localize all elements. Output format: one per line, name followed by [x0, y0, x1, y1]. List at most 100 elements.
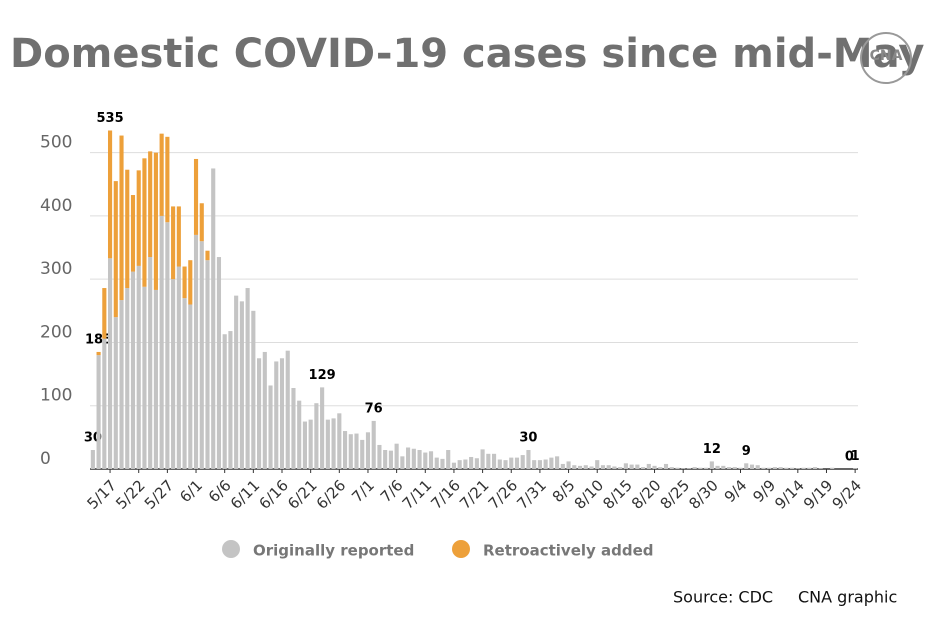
- bar-segment: [830, 467, 835, 469]
- bar-segment: [778, 467, 783, 469]
- bar-segment: [337, 413, 342, 469]
- bar-segment: [193, 158, 199, 235]
- logo-text: CNA: [870, 48, 903, 64]
- bar-segment: [572, 465, 577, 469]
- bar-segment: [239, 301, 244, 469]
- bar-segment: [257, 358, 262, 469]
- chart-title: Domestic COVID-19 cases since mid-May: [10, 31, 924, 77]
- bar-segment: [675, 467, 680, 469]
- bar-segment: [440, 458, 445, 469]
- bar-segment: [136, 170, 141, 266]
- bar-segment: [767, 467, 772, 469]
- bar-segment: [394, 443, 399, 469]
- bar-segment: [291, 388, 296, 469]
- bar-segment: [222, 334, 227, 469]
- bar-segment: [566, 461, 571, 469]
- bar-segment: [90, 450, 95, 469]
- bar-segment: [297, 400, 302, 469]
- bar-segment: [262, 351, 267, 469]
- bar-segment: [457, 460, 462, 469]
- bar-segment: [681, 468, 686, 469]
- bar-segment: [113, 317, 118, 469]
- bar-segment: [583, 465, 588, 469]
- bar-segment: [211, 168, 216, 470]
- bar-segment: [176, 266, 181, 469]
- bar-segment: [388, 450, 393, 469]
- data-label: 76: [365, 401, 383, 416]
- bar-segment: [331, 418, 336, 469]
- bar-segment: [279, 358, 285, 469]
- bar-segment: [199, 241, 204, 469]
- bar-segment: [801, 467, 806, 469]
- bar-segment: [96, 351, 101, 356]
- bar-segment: [216, 257, 222, 469]
- bar-segment: [102, 288, 107, 339]
- bar-segment: [537, 460, 542, 469]
- bar-segment: [721, 465, 726, 469]
- y-tick-label: 200: [40, 322, 72, 342]
- bar-segment: [205, 250, 210, 261]
- bar-segment: [125, 169, 130, 289]
- bar-segment: [107, 130, 113, 259]
- data-label: 129: [309, 368, 336, 383]
- bar-segment: [560, 463, 565, 469]
- bar-segment: [618, 467, 623, 469]
- bar-segment: [612, 466, 617, 469]
- bar-segment: [818, 468, 823, 469]
- bar-segment: [188, 304, 193, 469]
- bar-segment: [377, 444, 382, 469]
- bar-segment: [159, 215, 164, 469]
- y-tick-label: 400: [40, 196, 72, 216]
- data-label: 1: [851, 449, 860, 464]
- bar-segment: [503, 460, 508, 469]
- bar-segment: [165, 136, 170, 223]
- bar-segment: [182, 298, 187, 469]
- bar-segment: [130, 271, 136, 469]
- bar-segment: [795, 468, 800, 469]
- bar-segment: [383, 450, 388, 469]
- bar-segment: [589, 466, 594, 469]
- bar-segment: [772, 467, 777, 469]
- bar-segment: [600, 465, 606, 469]
- bar-segment: [119, 300, 124, 469]
- bar-segment: [658, 467, 663, 469]
- bar-segment: [107, 258, 113, 469]
- bar-segment: [509, 457, 514, 469]
- bar-segment: [749, 464, 755, 469]
- bar-segment: [434, 457, 439, 469]
- bar-segment: [784, 467, 789, 469]
- bar-segment: [532, 460, 537, 469]
- bar-segment: [148, 151, 153, 258]
- bar-segment: [371, 420, 376, 469]
- bar-segment: [148, 257, 153, 469]
- bar-segment: [709, 461, 714, 469]
- y-tick-label: 100: [40, 386, 72, 406]
- bar-segment: [325, 419, 330, 469]
- bar-segment: [744, 463, 749, 469]
- bar-segment: [314, 403, 319, 469]
- bar-segment: [755, 465, 760, 469]
- bar-segment: [274, 361, 279, 469]
- bar-segment: [761, 467, 766, 469]
- bar-segment: [692, 467, 697, 469]
- bar-segment: [812, 467, 818, 469]
- bar-segment: [342, 431, 348, 469]
- data-label: 535: [96, 111, 123, 126]
- bar-segment: [514, 457, 520, 469]
- bar-segment: [423, 452, 428, 469]
- bar-segment: [354, 433, 359, 469]
- data-label: 30: [519, 431, 537, 446]
- bar-segment: [652, 465, 657, 469]
- bar-segment: [629, 464, 634, 469]
- bar-segment: [171, 206, 176, 280]
- legend-marker: [222, 540, 240, 558]
- bar-segment: [549, 457, 554, 469]
- credit: CNA graphic: [798, 588, 897, 607]
- bar-segment: [96, 355, 101, 469]
- data-label: 0: [845, 450, 854, 465]
- bar-segment: [142, 286, 147, 469]
- bar-segment: [113, 181, 118, 318]
- bar-segment: [853, 468, 858, 469]
- bar-segment: [245, 288, 250, 469]
